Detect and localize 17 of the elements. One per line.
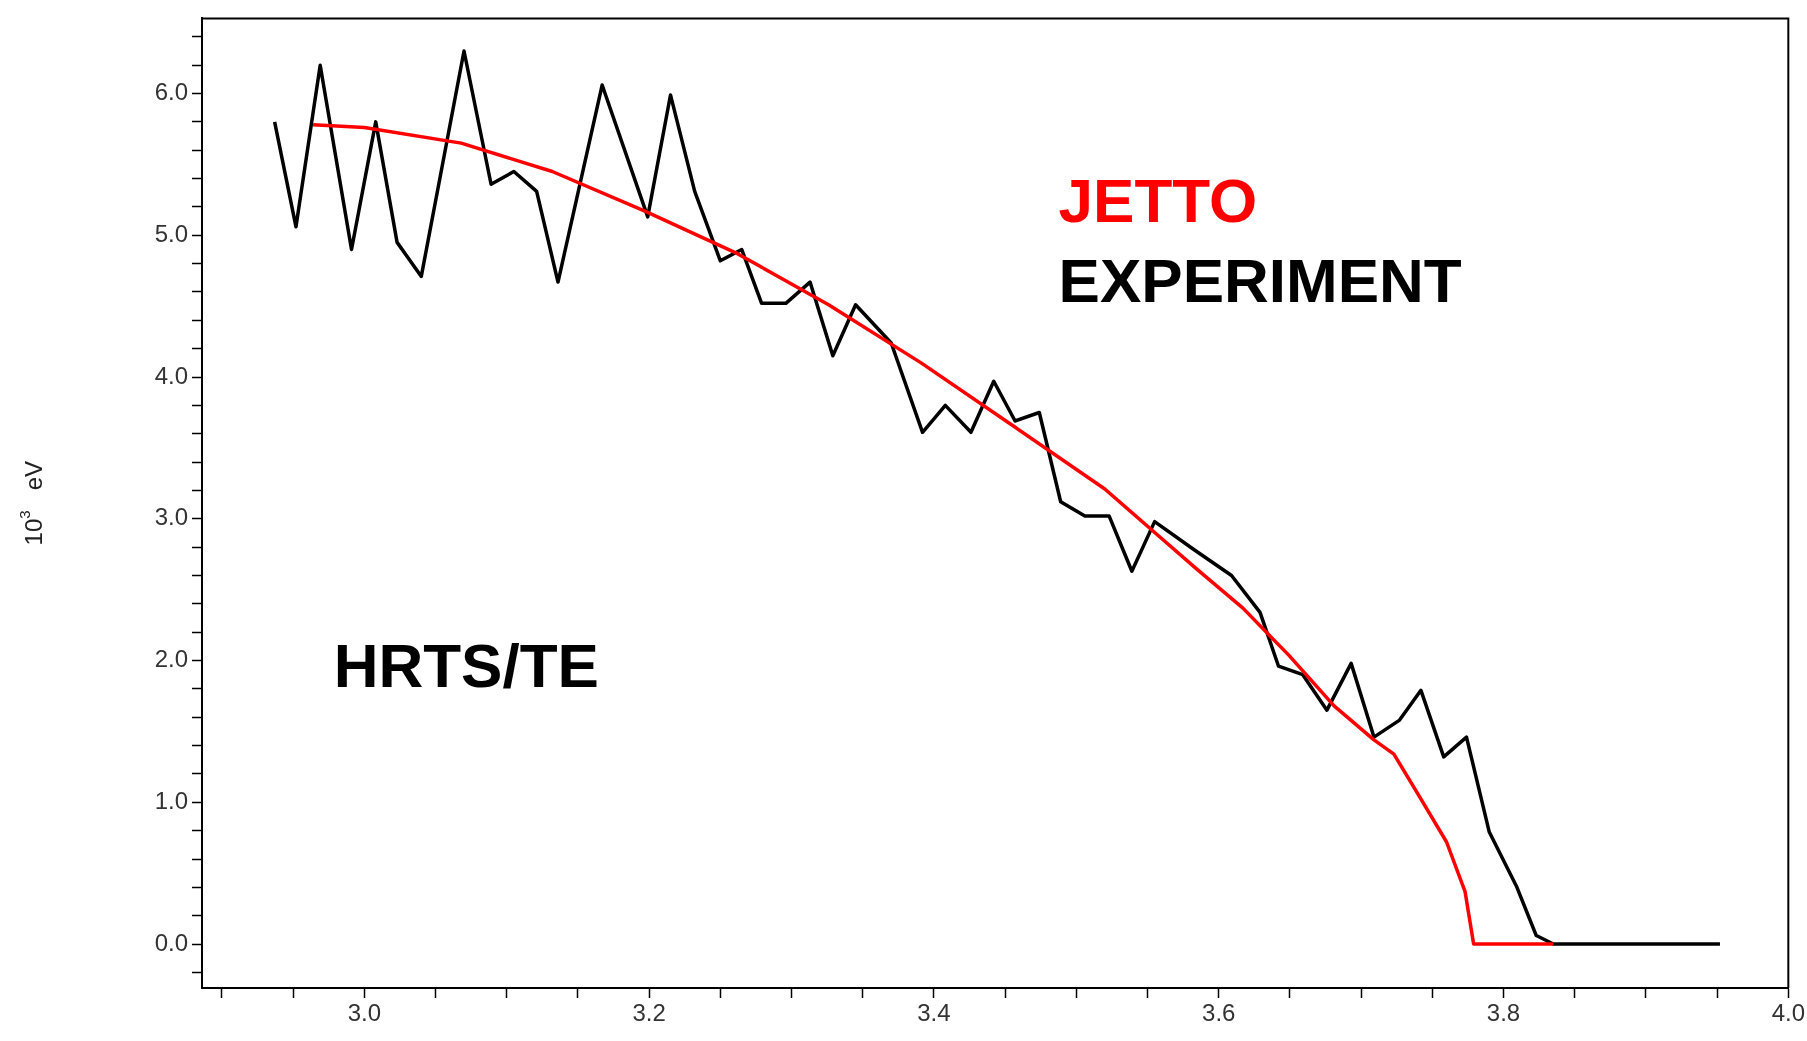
series-label: EXPERIMENT [1058, 246, 1462, 316]
annotation: HRTS/TE [333, 631, 599, 701]
y-tick-label: 0.0 [154, 928, 188, 956]
x-tick-label: 3.8 [1486, 999, 1521, 1027]
y-tick-label: 2.0 [154, 645, 188, 673]
x-tick-label: 4.0 [1771, 999, 1806, 1027]
x-tick-label: 3.0 [347, 999, 382, 1027]
x-tick-label: 3.4 [917, 999, 951, 1027]
y-tick-label: 3.0 [154, 503, 188, 531]
y-tick-label: 6.0 [154, 78, 188, 106]
y-tick-label: 1.0 [154, 786, 188, 814]
x-tick-label: 3.2 [632, 999, 666, 1027]
y-tick-label: 5.0 [154, 219, 188, 247]
text: JETTO [1058, 166, 1258, 236]
y-tick-label: 4.0 [154, 361, 188, 389]
x-tick-label: 3.6 [1202, 999, 1236, 1027]
text: 103 eV [16, 461, 47, 546]
